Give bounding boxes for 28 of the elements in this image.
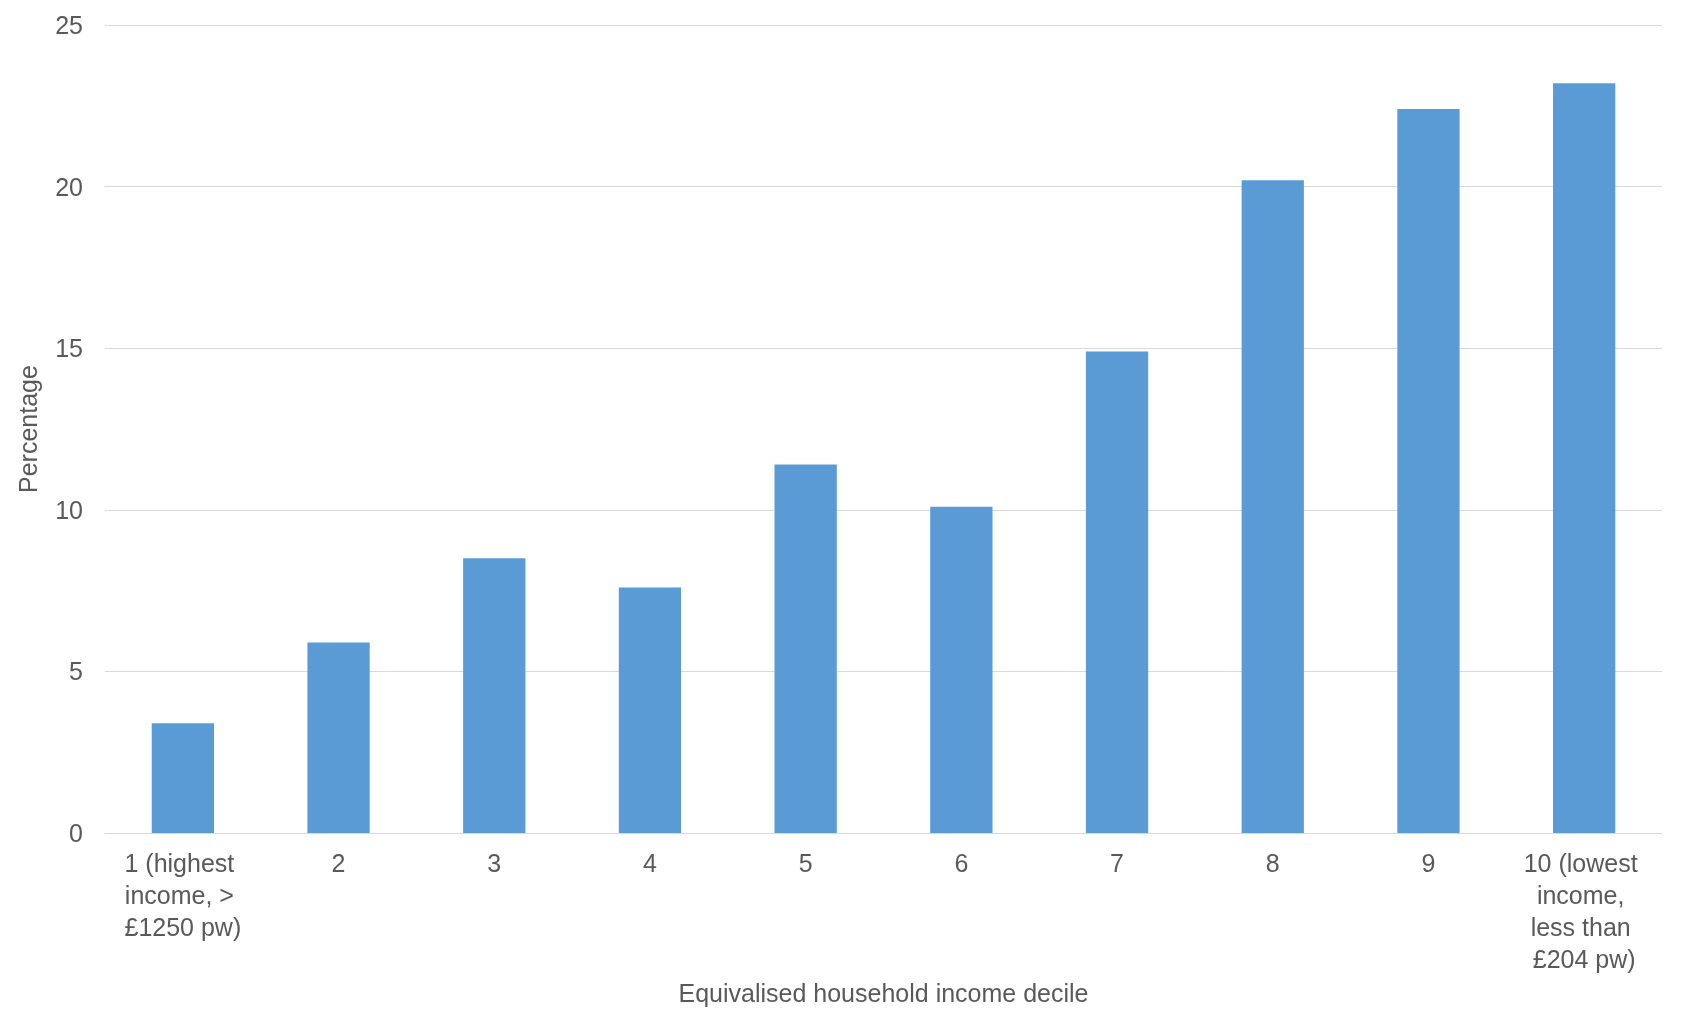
bar (774, 464, 837, 834)
x-tick-label: 5 (798, 849, 813, 878)
x-tick-label: 9 (1421, 849, 1436, 878)
bar (463, 558, 526, 834)
bar (1397, 109, 1460, 834)
bar (930, 506, 993, 834)
x-tick-label: 1 (highest income, > £1250 pw) (124, 849, 242, 942)
bar (1085, 351, 1149, 834)
y-tick-label: 5 (69, 657, 83, 686)
x-tick-label: 2 (331, 849, 346, 878)
x-tick-label: 3 (487, 849, 502, 878)
x-tick-label: 7 (1110, 849, 1124, 878)
bar (618, 587, 682, 834)
x-tick-label: 10 (lowest income, less than £204 pw) (1523, 849, 1645, 974)
y-tick-label: 15 (55, 334, 83, 363)
x-axis-title: Equivalised household income decile (678, 978, 1089, 1007)
y-tick-label: 25 (55, 11, 83, 39)
bar (307, 642, 370, 834)
y-axis-title: Percentage (13, 365, 42, 493)
x-tick-label: 4 (643, 849, 657, 878)
bar (1553, 83, 1616, 834)
bar (1241, 180, 1304, 834)
y-tick-label: 0 (69, 819, 83, 848)
y-tick-label: 20 (55, 172, 83, 201)
x-tick-label: 8 (1265, 849, 1280, 878)
x-tick-label: 6 (954, 849, 969, 878)
bar (151, 723, 214, 834)
y-tick-label: 10 (55, 495, 83, 524)
